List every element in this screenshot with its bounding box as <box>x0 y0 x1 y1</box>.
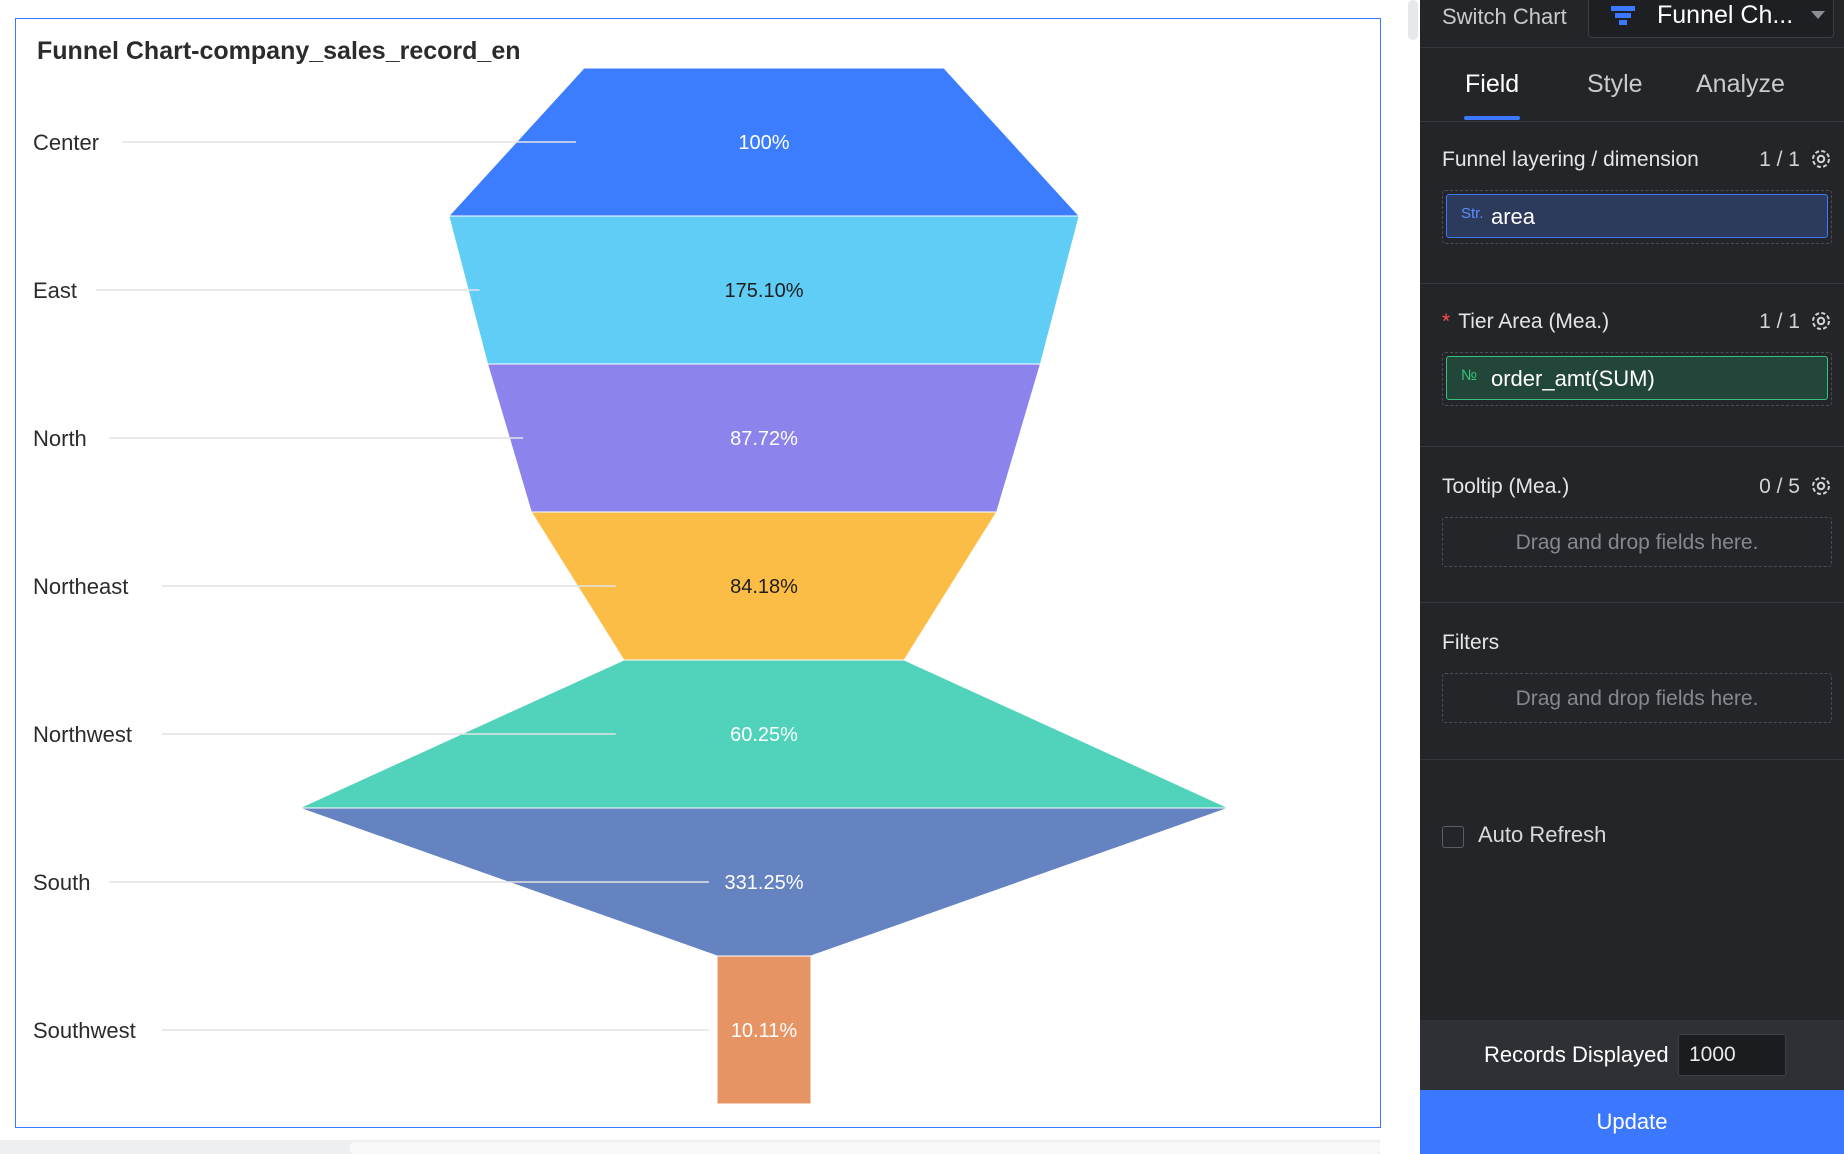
records-displayed-row: Records Displayed <box>1420 1020 1844 1090</box>
conversion-label: 87.72% <box>730 428 798 450</box>
tooltip-count: 0 / 5 <box>1759 475 1800 498</box>
filters-drop-hint: Drag and drop fields here. <box>1515 687 1759 710</box>
records-displayed-label: Records Displayed <box>1484 1042 1669 1067</box>
horizontal-scrollbar-thumb[interactable] <box>350 1142 1380 1154</box>
canvas-area: Funnel Chart-company_sales_record_en Cen… <box>0 0 1420 1154</box>
category-label: Northeast <box>33 574 128 599</box>
chart-card[interactable]: Funnel Chart-company_sales_record_en Cen… <box>15 18 1381 1128</box>
conversion-label: 175.10% <box>725 280 804 302</box>
filters-title: Filters <box>1442 631 1500 654</box>
conversion-label: 60.25% <box>730 724 798 746</box>
filters-drop-zone[interactable]: Drag and drop fields here. <box>1442 673 1832 723</box>
dimension-title: Funnel layering / dimension <box>1442 148 1699 171</box>
update-button[interactable]: Update <box>1420 1090 1844 1154</box>
vertical-scrollbar[interactable] <box>1408 0 1418 40</box>
required-mark: * <box>1442 310 1451 333</box>
switch-chart-row: Switch Chart Funnel Ch... <box>1420 0 1844 48</box>
conversion-label: 84.18% <box>730 576 798 598</box>
dimension-field-pill[interactable]: Str. area <box>1446 194 1828 238</box>
chart-config-panel: Switch Chart Funnel Ch... Field Style An… <box>1420 0 1844 1154</box>
measure-title-text: Tier Area (Mea.) <box>1458 310 1610 333</box>
tab-style[interactable]: Style <box>1587 70 1643 98</box>
category-label: East <box>33 278 77 303</box>
tab-field[interactable]: Field <box>1465 70 1520 98</box>
auto-refresh-checkbox[interactable] <box>1442 826 1464 848</box>
chart-title: Funnel Chart-company_sales_record_en <box>37 37 521 65</box>
dimension-section: Funnel layering / dimension 1 / 1 Str. a… <box>1420 122 1844 284</box>
switch-chart-label: Switch Chart <box>1442 4 1567 29</box>
measure-field-name: order_amt(SUM) <box>1491 366 1655 391</box>
gear-icon[interactable] <box>1810 148 1832 170</box>
conversion-label: 100% <box>738 132 789 154</box>
conversion-label: 10.11% <box>731 1020 798 1042</box>
measure-field-pill[interactable]: № order_amt(SUM) <box>1446 356 1828 400</box>
tooltip-drop-zone[interactable]: Drag and drop fields here. <box>1442 517 1832 567</box>
funnel-icon <box>1611 6 1635 25</box>
auto-refresh-label: Auto Refresh <box>1478 822 1607 847</box>
chart-type-select[interactable]: Funnel Ch... <box>1588 0 1834 38</box>
tooltip-section: Tooltip (Mea.) 0 / 5 Drag and drop field… <box>1420 447 1844 603</box>
filters-section: Filters Drag and drop fields here. <box>1420 603 1844 760</box>
chart-type-value: Funnel Ch... <box>1657 1 1794 29</box>
gear-icon[interactable] <box>1810 475 1832 497</box>
category-label: Center <box>33 130 99 155</box>
active-tab-indicator <box>1464 116 1520 120</box>
measure-count: 1 / 1 <box>1759 310 1800 333</box>
measure-title: * Tier Area (Mea.) <box>1442 310 1609 334</box>
tooltip-drop-hint: Drag and drop fields here. <box>1515 531 1759 554</box>
records-displayed-input[interactable] <box>1678 1034 1786 1076</box>
chevron-down-icon <box>1811 11 1825 19</box>
panel-tabs: Field Style Analyze <box>1420 48 1844 122</box>
category-label: Northwest <box>33 722 132 747</box>
conversion-label: 331.25% <box>725 872 804 894</box>
measure-section: * Tier Area (Mea.) 1 / 1 № order_amt(SUM) <box>1420 284 1844 447</box>
category-label: Southwest <box>33 1018 136 1043</box>
tooltip-title: Tooltip (Mea.) <box>1442 475 1570 498</box>
dimension-drop-zone[interactable]: Str. area <box>1442 190 1832 244</box>
category-label: South <box>33 870 91 895</box>
gear-icon[interactable] <box>1810 310 1832 332</box>
measure-drop-zone[interactable]: № order_amt(SUM) <box>1442 352 1832 406</box>
funnel-chart: Center 100% East 175.10% North 87.72% Northeas… <box>33 67 1229 1105</box>
string-type-badge: Str. <box>1461 205 1484 222</box>
funnel-segment-southwest[interactable] <box>716 955 812 1105</box>
tab-analyze[interactable]: Analyze <box>1696 70 1785 98</box>
dimension-field-name: area <box>1491 204 1536 229</box>
number-type-badge: № <box>1461 367 1478 384</box>
category-label: North <box>33 426 87 451</box>
dimension-count: 1 / 1 <box>1759 148 1800 171</box>
